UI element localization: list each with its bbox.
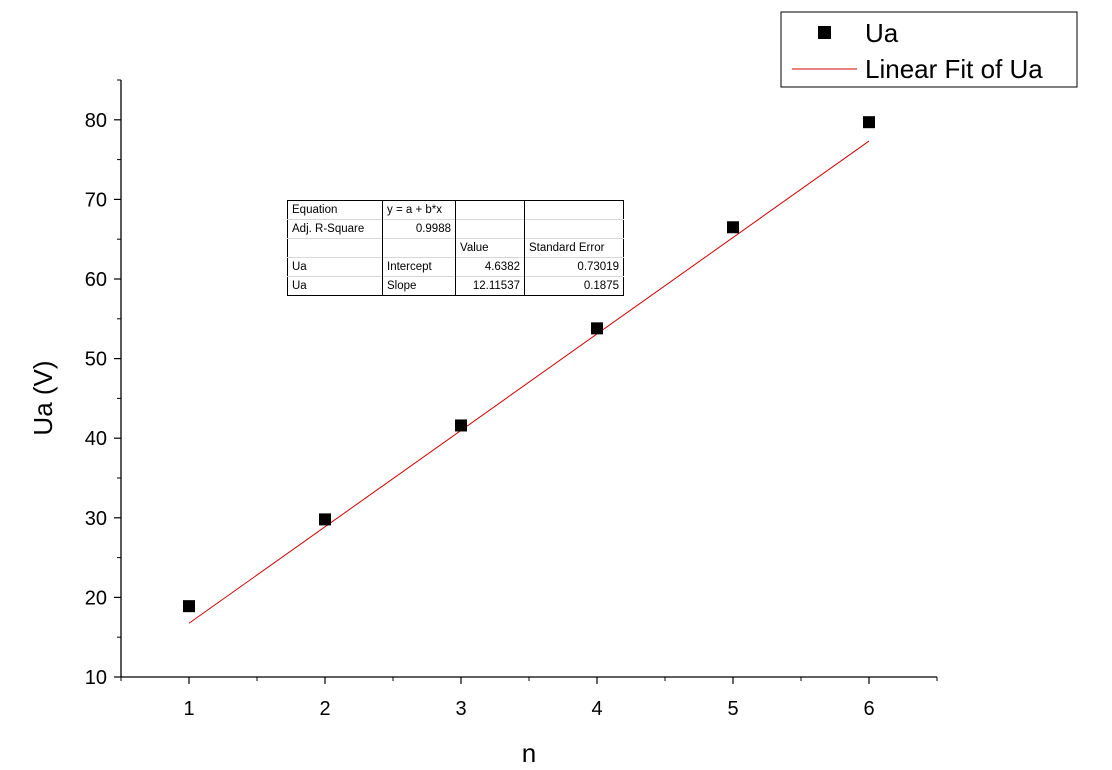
table-cell: Equation (292, 204, 338, 216)
x-axis-title: n (522, 738, 536, 768)
y-tick-label: 10 (85, 667, 107, 689)
data-point (591, 322, 603, 335)
y-tick-label: 80 (85, 110, 107, 132)
table-cell (382, 238, 456, 258)
x-tick-label: 5 (727, 698, 738, 720)
table-row: Ua Slope 12.11537 0.1875 (287, 276, 624, 296)
fit-line (188, 140, 870, 624)
legend-label-fit: Linear Fit of Ua (865, 54, 1043, 84)
y-axis-title: Ua (V) (28, 360, 58, 435)
table-cell (287, 238, 383, 258)
ticks: 10 20 30 40 50 60 70 80 1 2 3 4 5 6 (85, 79, 938, 720)
legend: Ua Linear Fit of Ua (780, 11, 1078, 88)
table-cell: Adj. R-Square (287, 219, 383, 239)
table-cell: Ua (287, 257, 383, 277)
table-cell (524, 219, 624, 239)
data-point (863, 116, 875, 129)
data-point (727, 221, 739, 234)
y-tick-label: 70 (85, 189, 107, 211)
fit-results-table: Equation y = a + b*x Adj. R-Square 0.998… (287, 200, 624, 296)
data-point (455, 419, 467, 432)
table-cell: Ua (287, 276, 383, 296)
fit-line-group (188, 140, 870, 624)
data-point (183, 600, 195, 613)
x-tick-label: 1 (183, 698, 194, 720)
table-row: Ua Intercept 4.6382 0.73019 (287, 257, 624, 277)
table-cell: 12.11537 (455, 276, 525, 296)
y-tick-label: 60 (85, 269, 107, 291)
table-cell: y = a + b*x (382, 200, 456, 220)
legend-box (780, 11, 1078, 88)
y-tick-label: 50 (85, 349, 107, 371)
table-row: Value Standard Error (287, 238, 624, 258)
table-row: Equation y = a + b*x (288, 200, 624, 220)
table-cell: Slope (382, 276, 456, 296)
table-cell (455, 200, 525, 220)
axes (120, 80, 937, 678)
x-tick-label: 6 (863, 698, 874, 720)
data-point (319, 513, 331, 526)
y-tick-label: 40 (85, 428, 107, 450)
table-cell (455, 219, 525, 239)
x-tick-label: 4 (591, 698, 602, 720)
legend-label-ua: Ua (865, 18, 899, 48)
table-cell: 0.73019 (524, 257, 624, 277)
data-points (183, 116, 875, 613)
x-tick-label: 2 (319, 698, 330, 720)
table-cell (524, 200, 624, 220)
table-cell: 0.1875 (524, 276, 624, 296)
legend-marker-ua (818, 26, 831, 39)
table-cell: 4.6382 (455, 257, 525, 277)
y-tick-label: 20 (85, 587, 107, 609)
table-cell: Intercept (382, 257, 456, 277)
table-cell: 0.9988 (382, 219, 456, 239)
x-tick-label: 3 (455, 698, 466, 720)
y-tick-label: 30 (85, 508, 107, 530)
table-header-value: Value (455, 238, 525, 258)
table-row: Adj. R-Square 0.9988 (287, 219, 624, 239)
table-header-std-error: Standard Error (524, 238, 624, 258)
